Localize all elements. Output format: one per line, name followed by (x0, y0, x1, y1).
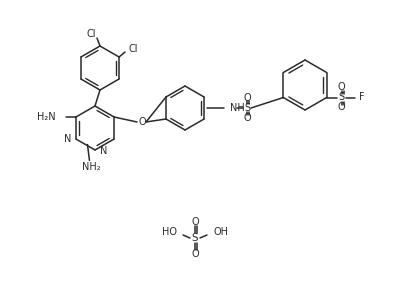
Text: S: S (192, 233, 198, 243)
Text: O: O (138, 117, 146, 127)
Text: O: O (243, 113, 251, 123)
Text: O: O (243, 93, 251, 103)
Text: Cl: Cl (86, 29, 96, 39)
Text: O: O (338, 82, 345, 92)
Text: OH: OH (213, 227, 228, 237)
Text: NH₂: NH₂ (82, 162, 101, 171)
Text: F: F (358, 92, 364, 103)
Text: O: O (338, 103, 345, 113)
Text: Cl: Cl (128, 44, 138, 54)
Text: H₂N: H₂N (37, 112, 56, 122)
Text: HO: HO (162, 227, 177, 237)
Text: S: S (339, 92, 345, 103)
Text: NH: NH (230, 103, 245, 113)
Text: N: N (64, 134, 71, 144)
Text: N: N (100, 146, 107, 156)
Text: S: S (244, 103, 250, 113)
Text: O: O (191, 249, 199, 259)
Text: O: O (191, 217, 199, 227)
